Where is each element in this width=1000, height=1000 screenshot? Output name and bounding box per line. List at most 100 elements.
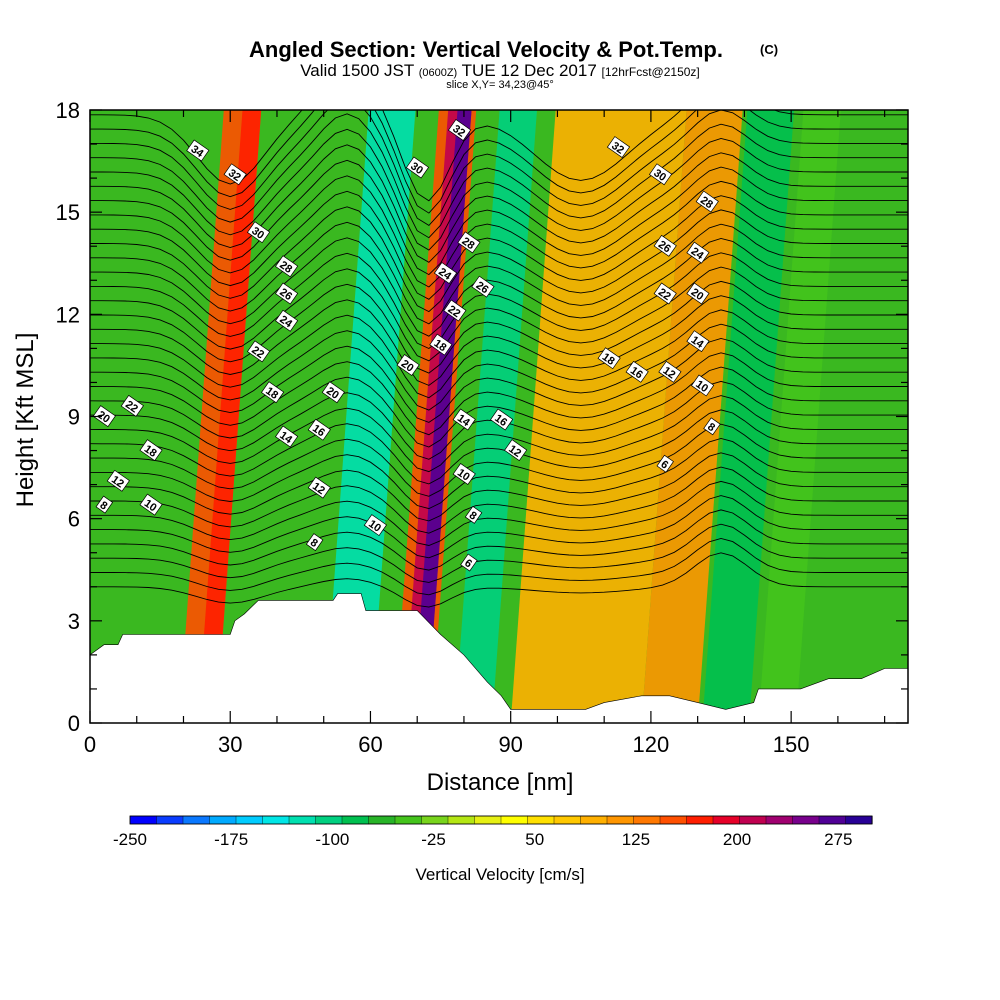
x-axis-label: Distance [nm]	[427, 769, 574, 796]
contour-label-text-42: 16	[628, 365, 645, 382]
contour-label-text-40: 20	[689, 286, 706, 303]
contour-label-box-45	[691, 374, 715, 397]
y-tick-label-0: 0	[68, 711, 80, 736]
contour-label-text-4: 26	[277, 286, 294, 303]
colorbar-label: Vertical Velocity [cm/s]	[415, 865, 584, 884]
theta-contour-33	[90, 110, 908, 202]
contour-label-box-39	[653, 282, 677, 305]
colorbar-swatch-20	[659, 815, 688, 825]
contour-label-box-33	[460, 553, 478, 572]
x-tick-label-1: 30	[218, 732, 242, 757]
contour-label-box-22	[457, 231, 481, 254]
contour-label-39: 22	[653, 282, 677, 305]
contour-label-32: 8	[464, 505, 483, 524]
contour-label-1: 32	[223, 163, 247, 186]
contour-label-box-5	[275, 309, 299, 332]
contour-label-text-39: 22	[656, 286, 673, 303]
contour-label-text-11: 12	[310, 480, 327, 497]
theta-contour-27	[90, 159, 908, 276]
contour-label-text-1: 32	[226, 167, 243, 184]
contour-label-box-23	[433, 262, 458, 285]
contour-label-15: 20	[92, 405, 116, 428]
contour-label-7: 18	[260, 381, 285, 404]
contour-label-text-18: 10	[142, 497, 159, 514]
theta-contour-0	[90, 552, 908, 608]
theta-contour-19	[90, 280, 908, 374]
theta-contour-22	[90, 237, 908, 337]
contour-label-box-28	[452, 408, 476, 431]
contour-label-box-37	[653, 234, 677, 257]
contour-label-12: 8	[305, 533, 324, 552]
contour-label-13: 10	[363, 514, 388, 537]
slice-label: slice X,Y= 34,23@45°	[446, 79, 554, 91]
contour-label-text-27: 20	[399, 358, 416, 375]
y-tick-label-1: 3	[68, 609, 80, 634]
contour-label-29: 16	[490, 408, 514, 431]
theta-contour-20	[90, 266, 908, 362]
theta-contour-7	[90, 452, 908, 522]
theta-contour-30	[90, 113, 908, 239]
contour-label-25: 22	[443, 299, 467, 322]
theta-contours	[90, 110, 908, 608]
chart-title-unit: (C)	[760, 42, 778, 57]
contour-label-4: 26	[275, 282, 299, 305]
contour-label-10: 16	[307, 418, 331, 441]
contour-label-box-31	[452, 463, 476, 485]
theta-contour-24	[90, 206, 908, 313]
contour-label-text-34: 32	[609, 140, 626, 157]
contour-label-box-7	[260, 381, 285, 404]
contour-label-text-41: 18	[600, 351, 617, 368]
colorbar-tick-label-3: -25	[421, 830, 446, 849]
theta-contour-28	[90, 144, 908, 263]
contour-label-box-44	[686, 330, 710, 353]
contour-label-30: 12	[504, 439, 528, 462]
colorbar-swatch-7	[315, 815, 343, 825]
contour-label-text-25: 22	[446, 303, 463, 320]
contour-label-text-8: 20	[324, 385, 341, 402]
contour-label-box-16	[139, 439, 163, 462]
contour-label-box-1	[223, 163, 247, 186]
theta-contour-4	[90, 495, 908, 559]
contour-label-box-35	[648, 163, 673, 186]
contour-label-text-29: 16	[492, 412, 509, 429]
colorbar-swatch-11	[421, 815, 449, 825]
contour-label-23: 24	[433, 262, 458, 285]
colorbar-swatch-5	[262, 815, 290, 825]
contour-label-47: 6	[656, 454, 674, 473]
contour-label-text-16: 18	[142, 443, 159, 460]
contour-label-text-30: 12	[506, 443, 523, 460]
contour-label-text-45: 10	[693, 378, 710, 395]
theta-contour-25	[90, 190, 908, 300]
contour-label-43: 12	[658, 360, 682, 383]
contour-label-text-19: 8	[97, 499, 109, 512]
contour-label-text-24: 26	[474, 279, 491, 296]
colorbar-tick-label-1: -175	[214, 830, 248, 849]
contour-label-19: 8	[95, 495, 114, 514]
colorbar-swatch-13	[474, 815, 502, 825]
velocity-band-10	[702, 110, 795, 723]
contour-label-box-3	[275, 255, 299, 278]
contour-label-3: 28	[275, 255, 299, 278]
contour-label-33: 6	[460, 553, 478, 572]
colorbar: -250 -175 -100 -25 50 125 200 275	[113, 815, 873, 849]
contour-label-40: 20	[686, 282, 710, 305]
contour-label-text-15: 20	[95, 409, 112, 426]
contour-label-box-30	[504, 439, 528, 462]
terrain-mask	[90, 593, 908, 723]
contour-label-text-31: 10	[455, 467, 472, 484]
colorbar-tick-label-5: 125	[622, 830, 650, 849]
contour-label-box-34	[606, 136, 631, 159]
contour-label-box-20	[447, 119, 472, 141]
contour-label-text-17: 12	[109, 474, 126, 491]
contour-label-box-8	[321, 381, 345, 404]
colorbar-swatch-9	[368, 815, 396, 825]
contour-label-37: 26	[653, 234, 677, 257]
contour-label-46: 8	[703, 417, 721, 436]
contour-label-17: 12	[106, 469, 130, 492]
contour-label-box-27	[396, 354, 420, 376]
contour-label-text-2: 30	[249, 225, 266, 242]
y-axis-label: Height [Kft MSL]	[12, 333, 39, 508]
contour-label-box-21	[405, 156, 430, 179]
contour-label-box-38	[686, 241, 710, 264]
